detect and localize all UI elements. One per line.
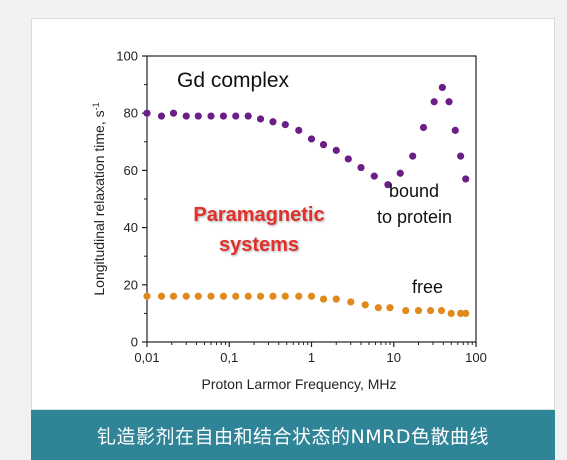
- chart-svg: 0,01 0,1 1 10 100 0 20 40 60 80 100 Proton Larmor …: [91, 49, 487, 393]
- point-bound: [182, 112, 190, 120]
- point-free: [361, 301, 369, 309]
- point-free: [447, 309, 455, 317]
- point-free: [437, 306, 446, 315]
- x-tick-label: 100: [465, 350, 487, 365]
- point-free: [157, 292, 166, 300]
- y-axis-title-superscript: -1: [91, 102, 101, 110]
- annotation-gd-complex: Gd complex: [177, 69, 290, 92]
- point-free: [232, 292, 240, 300]
- x-tick-label: 1: [308, 350, 315, 365]
- caption-text: 钆造影剂在自由和结合状态的NMRD色散曲线: [97, 425, 489, 448]
- point-bound: [384, 181, 392, 189]
- point-free: [219, 292, 228, 300]
- y-tick-label: 60: [124, 163, 138, 178]
- point-bound: [370, 172, 378, 180]
- point-free: [207, 292, 215, 300]
- point-free: [269, 292, 277, 300]
- point-free: [244, 292, 252, 300]
- point-bound: [295, 126, 303, 134]
- point-free: [281, 292, 289, 300]
- point-bound: [457, 152, 465, 160]
- point-free: [182, 292, 190, 300]
- point-bound: [396, 169, 404, 177]
- chart-card: 0,01 0,1 1 10 100 0 20 40 60 80 100 Proton Larmor …: [31, 18, 555, 410]
- y-tick-label: 0: [131, 335, 138, 350]
- y-axis-title: Longitudinal relaxation time, s-1: [91, 102, 107, 295]
- point-free: [426, 306, 435, 315]
- point-free: [194, 292, 202, 300]
- annotation-bound-line1: bound: [389, 181, 439, 201]
- point-bound: [438, 83, 446, 92]
- point-free: [332, 295, 340, 303]
- point-bound: [430, 98, 438, 106]
- point-free: [256, 292, 265, 300]
- point-free: [386, 304, 394, 312]
- chart-points: [143, 83, 470, 317]
- point-free: [307, 292, 316, 300]
- caption-bar: 钆造影剂在自由和结合状态的NMRD色散曲线: [31, 410, 555, 460]
- point-bound: [157, 112, 166, 120]
- point-free: [169, 292, 178, 300]
- point-free: [462, 309, 470, 317]
- point-bound: [169, 109, 178, 117]
- point-free: [402, 306, 410, 315]
- point-bound: [219, 112, 228, 120]
- point-bound: [194, 112, 202, 120]
- y-axis-title-text: Longitudinal relaxation time, s: [91, 110, 107, 295]
- point-bound: [332, 146, 340, 154]
- point-bound: [232, 112, 240, 120]
- point-bound: [143, 109, 151, 117]
- point-bound: [307, 135, 316, 143]
- x-axis-title: Proton Larmor Frequency, MHz: [201, 376, 396, 392]
- point-free: [414, 306, 423, 315]
- y-tick-label: 40: [124, 220, 138, 235]
- point-bound: [451, 126, 459, 134]
- point-bound: [357, 163, 365, 172]
- point-bound: [462, 175, 470, 183]
- annotation-free: free: [412, 277, 443, 297]
- point-free: [374, 304, 382, 312]
- point-free: [143, 292, 151, 300]
- y-tick-label: 100: [116, 49, 138, 64]
- point-free: [347, 298, 355, 306]
- point-bound: [256, 115, 265, 123]
- annotation-paramagnetic-line2: systems: [219, 234, 299, 256]
- y-tick-label: 20: [124, 277, 138, 292]
- annotation-bound-line2: to protein: [377, 207, 452, 227]
- point-bound: [244, 112, 252, 120]
- point-free: [319, 295, 328, 303]
- point-bound: [281, 121, 289, 129]
- point-bound: [344, 155, 352, 163]
- point-bound: [419, 123, 428, 132]
- y-tick-label: 80: [124, 106, 138, 121]
- point-bound: [409, 152, 417, 160]
- point-bound: [319, 141, 328, 149]
- point-bound: [445, 98, 453, 106]
- point-bound: [269, 118, 277, 126]
- x-tick-label: 0,01: [134, 350, 159, 365]
- x-tick-label: 0,1: [220, 350, 238, 365]
- point-free: [295, 292, 303, 300]
- point-free: [457, 309, 465, 317]
- x-tick-label: 10: [387, 350, 401, 365]
- annotation-paramagnetic-line1: Paramagnetic: [193, 204, 324, 226]
- chart-ticks: 0,01 0,1 1 10 100 0 20 40 60 80 100: [116, 49, 487, 366]
- point-bound: [207, 112, 215, 120]
